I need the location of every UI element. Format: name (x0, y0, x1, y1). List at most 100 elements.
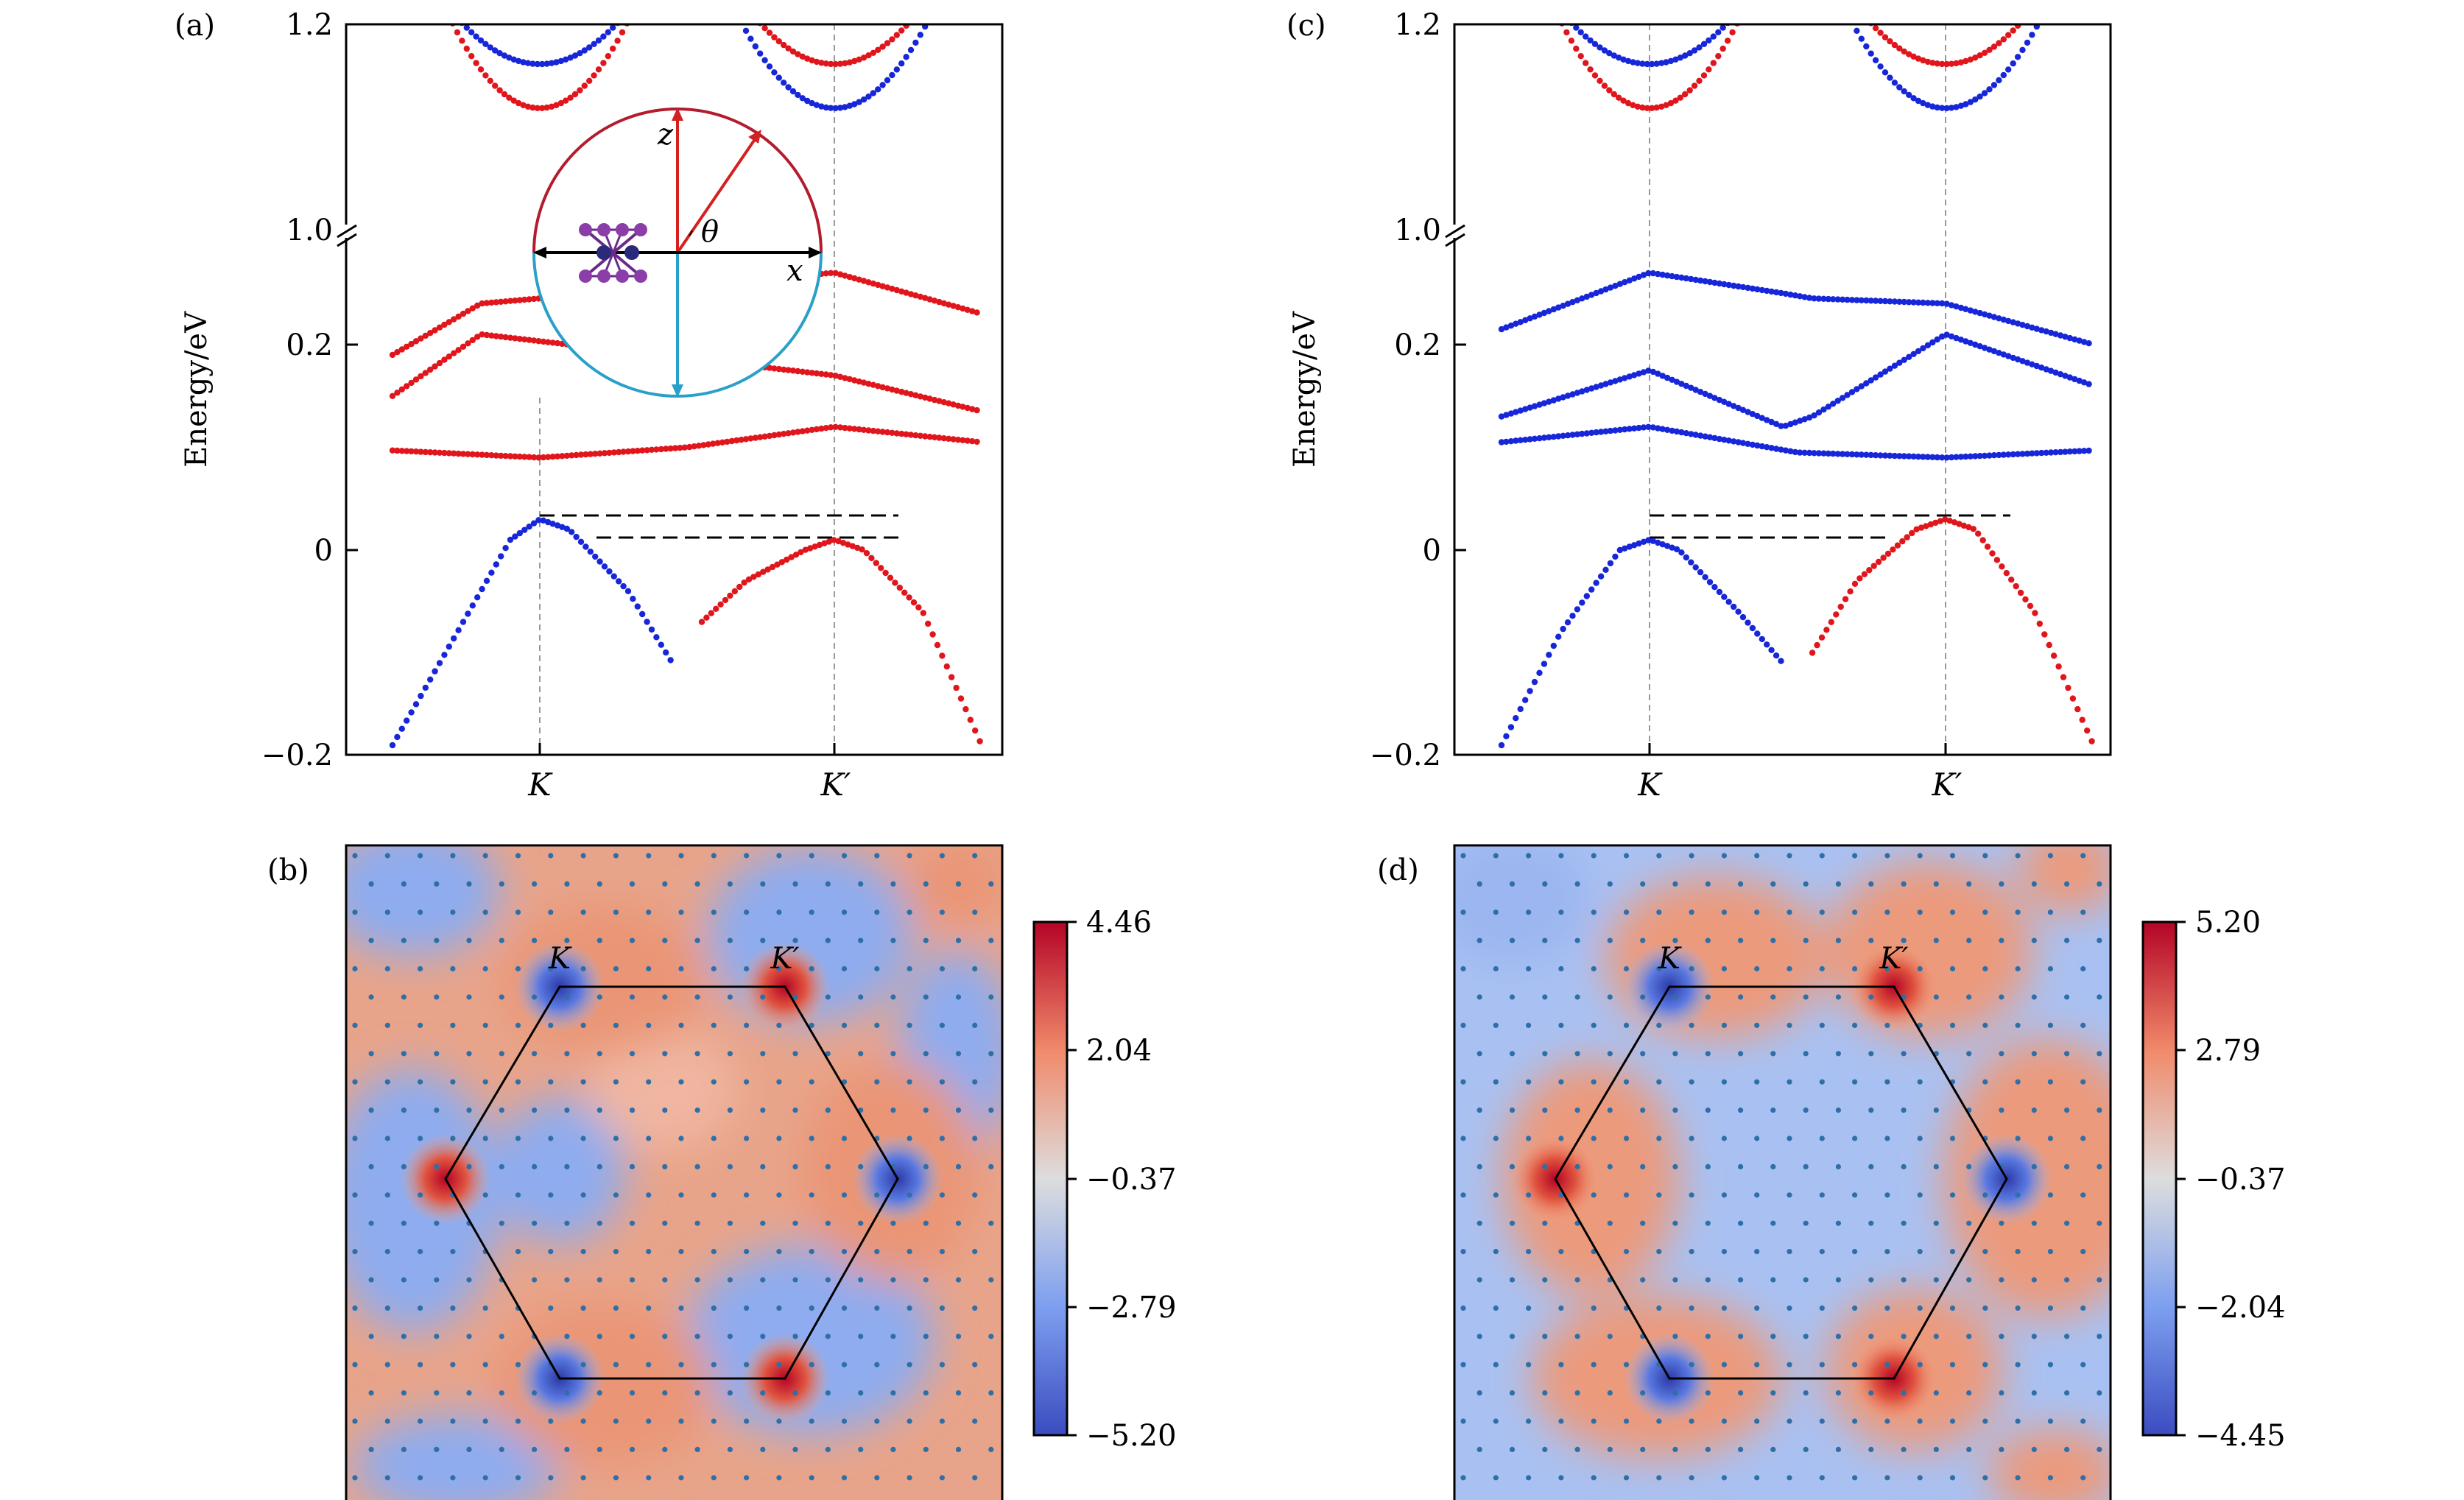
k-point (809, 1362, 814, 1367)
band-point (1872, 57, 1879, 64)
band-point (828, 60, 834, 68)
k-point (972, 1022, 978, 1028)
band-point (1711, 279, 1718, 286)
k-point (988, 1390, 994, 1396)
colorbar-b-tick-0: 4.46 (1086, 906, 1152, 940)
k-point (1819, 1249, 1825, 1255)
band-point (1778, 289, 1784, 297)
k-point (972, 966, 978, 972)
band-point (1691, 82, 1698, 89)
k-point (1949, 966, 1956, 972)
band-point (1901, 298, 1907, 306)
k-point (1754, 1305, 1760, 1311)
k-point (1835, 1446, 1841, 1452)
k-point (744, 1305, 750, 1311)
band-point (714, 440, 721, 446)
band-point (733, 10, 739, 16)
k-point (711, 909, 717, 915)
band-point (1906, 353, 1912, 360)
k-point (694, 1446, 700, 1452)
band-point (1640, 538, 1647, 545)
band-point (1972, 96, 1979, 103)
band-point (2085, 381, 2092, 387)
band-point (1963, 338, 1969, 345)
band-point (1948, 454, 1955, 461)
band-point (912, 392, 919, 398)
k-point (368, 994, 374, 1000)
band-point (404, 383, 410, 390)
band-point (953, 684, 960, 691)
band-point (577, 50, 583, 57)
k-point (1933, 1277, 1939, 1283)
band-point (831, 537, 837, 543)
band-point (1636, 540, 1642, 547)
k-point (1705, 994, 1711, 1000)
band-point (889, 386, 895, 393)
band-point (408, 340, 415, 348)
band-point (1948, 60, 1955, 67)
band-point (493, 561, 499, 568)
k-point (2015, 853, 2021, 859)
k-point (2080, 1135, 2086, 1141)
k-point (711, 1022, 717, 1028)
k-point (2097, 994, 2102, 1000)
band-point (1866, 567, 1873, 574)
k-point (1705, 1334, 1711, 1339)
band-point (1678, 381, 1685, 387)
k-point (515, 909, 521, 915)
band-point (2043, 449, 2049, 456)
band-point (1634, 103, 1641, 110)
band-point (1612, 283, 1619, 289)
k-point (596, 1446, 602, 1452)
band-point (1977, 94, 1983, 100)
colorbar-d-tick-0: 5.20 (2195, 906, 2261, 940)
band-point (1564, 432, 1571, 439)
k-point (1999, 1446, 2004, 1452)
k-point (1640, 1390, 1646, 1396)
band-point (473, 60, 479, 66)
band-point (842, 272, 848, 279)
k-point (564, 1334, 570, 1339)
k-point (1738, 881, 1744, 887)
band-point (672, 445, 679, 451)
band-point (1672, 56, 1679, 63)
band-point (757, 50, 764, 57)
band-point (1716, 280, 1723, 287)
k-point (548, 1022, 554, 1028)
band-point (2014, 24, 2021, 29)
k-point (2097, 1051, 2102, 1057)
band-point (926, 395, 933, 402)
band-point (1658, 60, 1665, 66)
k-point (890, 881, 896, 887)
band-point (432, 363, 438, 370)
band-point (1731, 438, 1737, 445)
k-point (939, 966, 945, 972)
band-point (1990, 452, 1998, 459)
band-point (1910, 453, 1917, 460)
k-point (629, 1334, 636, 1339)
band-point (1513, 409, 1519, 415)
band-point (1573, 24, 1580, 31)
colorbar-d (2141, 920, 2178, 1437)
k-point (2031, 937, 2037, 943)
band-point (1906, 299, 1912, 306)
k-point (1770, 1051, 1776, 1057)
k-point (1803, 1334, 1809, 1339)
k-point (1754, 1249, 1760, 1255)
k-point (1852, 1249, 1858, 1255)
band-point (539, 60, 546, 68)
k-point (1656, 1249, 1662, 1255)
k-point (1754, 1135, 1760, 1141)
band-point (934, 641, 941, 649)
band-point (1910, 95, 1917, 102)
band-point (781, 366, 787, 373)
k-point (1966, 1446, 1972, 1452)
k-point (368, 1051, 374, 1057)
band-point (1659, 271, 1666, 278)
k-point (1868, 881, 1874, 887)
k-point (1803, 1051, 1809, 1057)
k-point (532, 1051, 538, 1057)
k-point (2031, 1108, 2037, 1113)
k-point (841, 966, 848, 972)
band-point (1887, 38, 1893, 45)
